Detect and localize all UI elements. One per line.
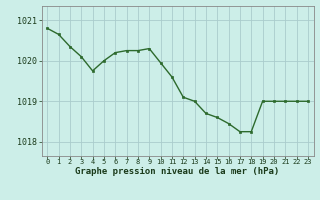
- X-axis label: Graphe pression niveau de la mer (hPa): Graphe pression niveau de la mer (hPa): [76, 167, 280, 176]
